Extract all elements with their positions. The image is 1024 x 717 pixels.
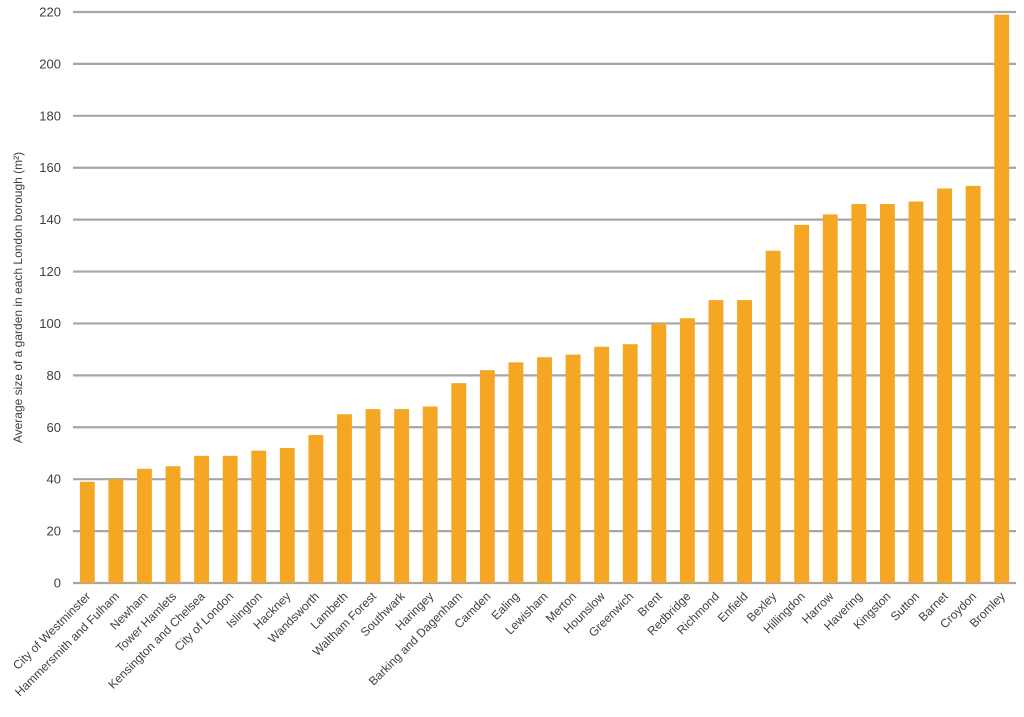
- bar: [394, 409, 410, 583]
- y-tick-label: 40: [47, 472, 61, 487]
- y-tick-label: 20: [47, 524, 61, 539]
- y-tick-label: 60: [47, 420, 61, 435]
- bar: [737, 300, 752, 583]
- bar: [908, 201, 924, 583]
- bar: [679, 318, 695, 583]
- bar: [79, 481, 95, 583]
- bar: [822, 214, 838, 584]
- bar: [108, 479, 124, 583]
- y-tick-label: 180: [39, 108, 61, 123]
- bar: [137, 468, 152, 583]
- bar: [622, 344, 638, 583]
- bar: [851, 204, 867, 583]
- bar: [337, 414, 352, 583]
- x-tick-label: Sutton: [888, 589, 922, 623]
- y-tick-label: 160: [39, 160, 61, 175]
- bar: [251, 450, 267, 583]
- y-tick-label: 200: [39, 56, 61, 71]
- bar: [422, 406, 438, 583]
- bar: [765, 250, 781, 584]
- x-tick-label: Enfield: [715, 589, 751, 625]
- bar: [708, 300, 724, 583]
- bar: [594, 346, 610, 583]
- y-tick-label: 220: [39, 5, 61, 20]
- bar: [937, 188, 952, 583]
- y-tick-label: 100: [39, 316, 61, 331]
- bar: [651, 323, 667, 583]
- bar: [879, 204, 895, 583]
- bar: [308, 435, 324, 583]
- bar: [194, 455, 210, 583]
- bar: [794, 224, 810, 583]
- y-tick-label: 120: [39, 264, 61, 279]
- bar: [365, 409, 381, 583]
- y-tick-label: 0: [54, 576, 61, 591]
- bar: [479, 370, 495, 583]
- bar: [451, 383, 467, 583]
- bar: [222, 455, 238, 583]
- bar: [994, 14, 1010, 583]
- y-tick-label: 140: [39, 212, 61, 227]
- bar: [508, 362, 524, 583]
- y-axis-title: Average size of a garden in each London …: [11, 152, 25, 443]
- bar: [537, 357, 552, 583]
- bar: [279, 448, 295, 583]
- bar: [565, 354, 581, 583]
- bars: [79, 14, 1010, 584]
- y-tick-label: 80: [47, 368, 61, 383]
- bar: [165, 466, 181, 583]
- bar: [965, 185, 981, 584]
- y-axis-ticks: 0 20 40 60 80 100 120 140 160 180 200 220: [39, 5, 61, 591]
